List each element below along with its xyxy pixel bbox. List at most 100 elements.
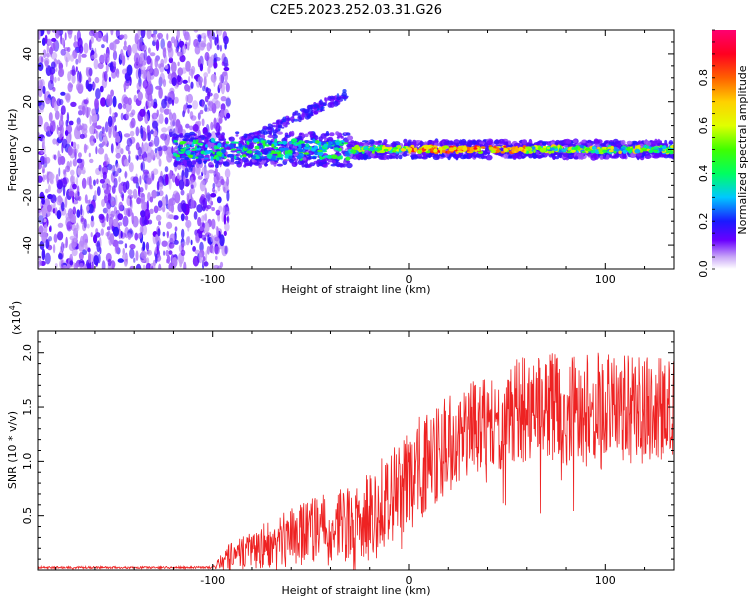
heatmap-cell [605,154,610,160]
heatmap-cell [72,183,77,190]
heatmap-cell [216,226,219,239]
heatmap-cell [627,146,631,151]
heatmap-cell [42,174,45,183]
heatmap-cell [516,153,523,160]
heatmap-cell [137,232,143,239]
heatmap-cell [305,143,310,148]
heatmap-cell [257,152,262,156]
heatmap-cell [205,178,208,183]
heatmap-cell [564,147,568,150]
heatmap-cell [41,207,47,217]
heatmap-cell [214,167,218,175]
heatmap-cell [413,147,418,152]
heatmap-cell [99,178,105,184]
heatmap-cell [576,150,579,153]
heatmap-cell [193,38,199,48]
heatmap-cell [114,124,118,132]
heatmap-cell [88,252,91,264]
heatmap-cell [153,98,158,107]
heatmap-cell [651,140,658,145]
heatmap-x-axis: -100 0 100 [55,30,646,286]
heatmap-cell [43,57,50,66]
heatmap-cell [96,186,101,197]
heatmap-cell [140,30,146,39]
heatmap-cell [338,162,345,168]
heatmap-cell [225,82,230,93]
heatmap-cell [292,113,295,118]
heatmap-cell [282,121,287,127]
heatmap-cell [88,30,95,37]
heatmap-cell [322,155,329,158]
heatmap-cell [318,110,322,113]
heatmap-cell [146,85,153,96]
heatmap-cell [142,241,146,252]
heatmap-cell [45,222,48,233]
heatmap-cell [192,139,196,144]
heatmap-cell [373,155,380,159]
heatmap-cell [164,64,169,70]
heatmap-cell [482,155,486,158]
heatmap-cell [187,167,193,173]
heatmap-cell [165,173,169,186]
heatmap-cell [87,203,94,214]
heatmap-cell [202,85,206,92]
heatmap-cell [503,153,509,159]
heatmap-cell [369,146,375,151]
heatmap-y-tick-label: -20 [21,188,34,206]
heatmap-cell [123,40,127,47]
heatmap-cell [350,140,355,144]
heatmap-cell [137,154,143,160]
heatmap-cell [325,131,329,136]
heatmap-cell [70,101,77,107]
heatmap-y-tick-label: 20 [21,95,34,109]
heatmap-cell [174,146,179,150]
colorbar-tick-label: 0.4 [697,165,710,183]
heatmap-cell [43,121,50,133]
heatmap-cell [92,82,96,89]
heatmap-cell [237,152,241,156]
heatmap-cell [101,166,109,175]
heatmap-cell [243,164,247,168]
heatmap-cell [555,156,560,160]
heatmap-cell [143,68,146,80]
heatmap-cell [94,76,100,84]
heatmap-cell [423,146,430,150]
heatmap-cell [207,65,211,74]
heatmap-cell [122,248,125,256]
heatmap-cell [186,93,193,104]
heatmap-cell [325,99,328,104]
heatmap-cell [621,146,626,150]
heatmap-cell [190,176,194,185]
heatmap-cell [173,39,178,48]
heatmap-cell [344,154,351,157]
heatmap-cell [187,163,192,169]
heatmap-cell [220,108,225,119]
heatmap-cell [54,110,60,120]
heatmap-cell [668,140,674,145]
heatmap-cell [93,255,99,266]
heatmap-cell [40,105,44,113]
heatmap-cell [78,44,84,54]
heatmap-cell [670,145,674,149]
heatmap-cell [303,152,310,155]
heatmap-cell [503,145,507,148]
heatmap-cell [38,115,43,128]
heatmap-cell [84,242,88,251]
heatmap-cell [130,117,136,128]
heatmap-cell [591,146,597,150]
heatmap-cell [182,30,186,37]
heatmap-cell [205,250,208,261]
heatmap-cell [374,147,378,151]
heatmap-cell [50,61,56,69]
heatmap-cell [317,149,323,153]
heatmap-cell [307,140,313,144]
heatmap-cell [271,155,277,160]
heatmap-cell [46,38,52,46]
heatmap-cell [259,156,266,159]
heatmap-cell [194,249,200,255]
heatmap-cell [100,97,107,107]
heatmap-cell [62,177,69,185]
heatmap-cell [216,151,222,156]
heatmap-cell [70,223,77,231]
heatmap-cell [60,91,66,96]
